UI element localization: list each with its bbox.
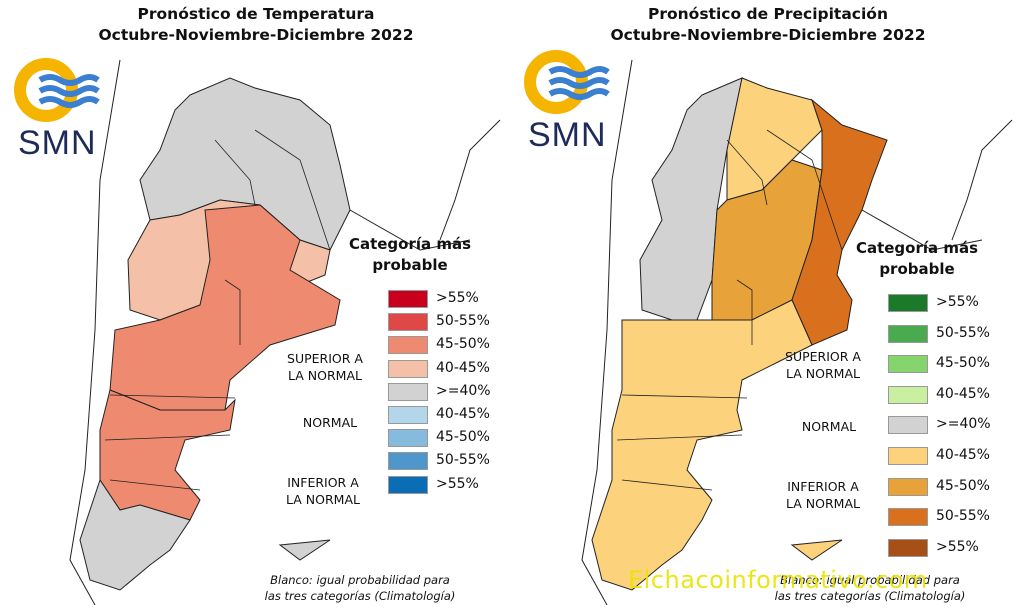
legend-label: 40-45% <box>436 406 490 422</box>
temperature-legend-title-line2: probable <box>372 256 448 274</box>
legend-swatch <box>888 294 928 312</box>
legend-label: 50-55% <box>436 313 490 330</box>
legend-swatch <box>888 447 928 465</box>
precipitation-title: Pronóstico de Precipitación Octubre-Novi… <box>512 4 1024 46</box>
legend-swatch <box>388 452 428 471</box>
legend-swatch <box>388 382 428 401</box>
precipitation-category-normal: NORMAL <box>801 419 857 434</box>
legend-label: 50-55% <box>936 508 990 525</box>
precipitation-category-lower-line2: LA NORMAL <box>786 496 860 511</box>
legend-label: 40-45% <box>436 359 490 376</box>
temperature-note: Blanco: igual probabilidad para las tres… <box>230 572 490 604</box>
temperature-category-lower-line2: LA NORMAL <box>286 492 360 507</box>
legend-swatch <box>888 324 928 343</box>
precipitation-note-line2: las tres categorías (Climatología) <box>774 589 966 603</box>
precipitation-map <box>581 59 1013 606</box>
precipitation-legend-title: Categoría más probable <box>852 238 982 280</box>
temperature-category-upper-line2: LA NORMAL <box>288 368 362 383</box>
watermark-text: Elchacoinformativo.com <box>628 566 928 594</box>
precipitation-map-west <box>639 77 743 321</box>
legend-label: 50-55% <box>936 324 990 341</box>
temperature-category-lower-line1: INFERIOR A <box>287 475 359 490</box>
smn-logo-icon <box>524 50 610 114</box>
legend-label: 40-45% <box>936 447 990 463</box>
temperature-category-upper: SUPERIOR A LA NORMAL <box>270 350 380 384</box>
temperature-category-normal: NORMAL <box>302 415 358 430</box>
smn-logo-icon <box>14 58 100 122</box>
temperature-category-lower: INFERIOR A LA NORMAL <box>268 474 378 508</box>
temperature-map-south <box>79 478 191 591</box>
precipitation-category-lower: INFERIOR A LA NORMAL <box>768 478 878 512</box>
smn-logo: SMN <box>522 50 622 154</box>
legend-swatch <box>888 385 928 404</box>
precipitation-category-upper-line1: SUPERIOR A <box>785 349 861 364</box>
precipitation-panel: Pronóstico de Precipitación Octubre-Novi… <box>512 0 1024 611</box>
legend-label: >=40% <box>436 382 491 399</box>
legend-label: 50-55% <box>436 452 490 469</box>
temperature-note-line2: las tres categorías (Climatología) <box>264 589 456 603</box>
precipitation-title-line1: Pronóstico de Precipitación <box>647 5 888 23</box>
temperature-legend-title-line1: Categoría más <box>348 235 472 253</box>
legend-label: 45-50% <box>436 336 490 353</box>
temperature-title: Pronóstico de Temperatura Octubre-Noviem… <box>0 4 512 46</box>
precipitation-map-patagonia <box>591 299 813 591</box>
precipitation-category-lower-line1: INFERIOR A <box>787 479 859 494</box>
precipitation-legend-title-line2: probable <box>879 260 955 278</box>
legend-swatch <box>388 359 428 378</box>
legend-swatch <box>388 290 428 308</box>
legend-label: >55% <box>936 294 979 310</box>
legend-label: >55% <box>436 475 479 492</box>
precipitation-legend-title-line1: Categoría más <box>855 239 979 257</box>
precipitation-note-line1: Blanco: igual probabilidad para <box>780 573 960 587</box>
precipitation-note: Blanco: igual probabilidad para las tres… <box>740 572 1000 604</box>
smn-logo-text: SMN <box>18 124 97 162</box>
smn-logo-text: SMN <box>528 116 607 154</box>
temperature-map <box>69 59 501 606</box>
smn-logo: SMN <box>12 58 112 162</box>
legend-swatch <box>388 406 428 424</box>
temperature-note-line1: Blanco: igual probabilidad para <box>270 573 450 587</box>
legend-swatch <box>388 313 428 332</box>
legend-swatch <box>388 429 428 448</box>
temperature-map-center <box>109 204 341 411</box>
legend-label: >55% <box>436 290 479 306</box>
precipitation-category-upper: SUPERIOR A LA NORMAL <box>768 348 878 382</box>
legend-swatch <box>388 336 428 355</box>
legend-swatch <box>888 416 928 435</box>
legend-label: >55% <box>936 538 979 555</box>
legend-label: 45-50% <box>436 429 490 446</box>
temperature-title-line1: Pronóstico de Temperatura <box>137 5 375 23</box>
legend-swatch <box>888 477 928 496</box>
legend-label: 45-50% <box>936 355 990 372</box>
legend-label: 40-45% <box>936 385 990 402</box>
legend-swatch <box>388 475 428 494</box>
legend-swatch <box>888 508 928 527</box>
legend-label: 45-50% <box>936 477 990 494</box>
precipitation-category-upper-line2: LA NORMAL <box>786 366 860 381</box>
legend-swatch <box>888 355 928 374</box>
precipitation-map-east <box>791 98 888 346</box>
legend-label: >=40% <box>936 416 991 433</box>
temperature-map-patagonia <box>99 389 236 521</box>
temperature-category-upper-line1: SUPERIOR A <box>287 351 363 366</box>
temperature-panel: Pronóstico de Temperatura Octubre-Noviem… <box>0 4 512 606</box>
temperature-legend-title: Categoría más probable <box>345 234 475 276</box>
legend-swatch <box>888 538 928 557</box>
precipitation-title-line2: Octubre-Noviembre-Diciembre 2022 <box>610 26 926 44</box>
temperature-title-line2: Octubre-Noviembre-Diciembre 2022 <box>98 26 414 44</box>
